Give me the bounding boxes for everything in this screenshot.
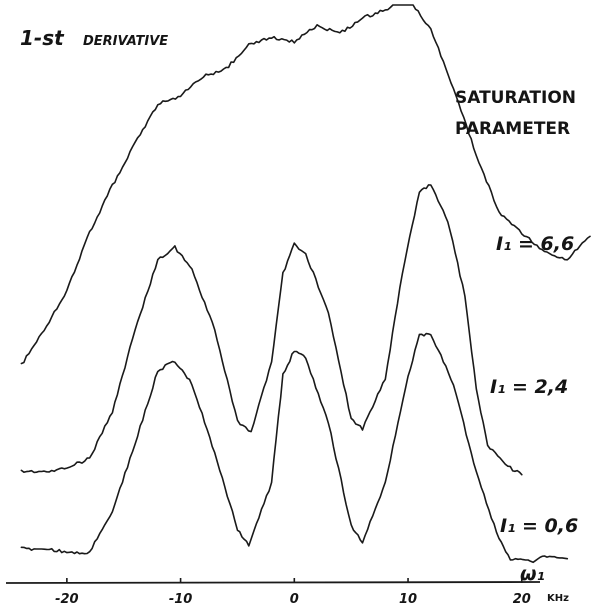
chart-title-suffix: DERIVATIVE <box>83 34 168 49</box>
legend-title-line-2: PARAMETER <box>455 119 570 139</box>
trace-high <box>20 4 591 365</box>
x-tick-label: 10 <box>399 592 417 607</box>
x-axis-unit: KHz <box>547 593 569 604</box>
x-tick-label: -10 <box>169 592 193 607</box>
x-axis-line <box>5 581 541 584</box>
trace-mid <box>20 184 523 476</box>
legend-title-line-1: SATURATION <box>455 88 576 108</box>
curve-label-high: I₁ = 6,6 <box>496 233 574 255</box>
curves <box>20 4 591 564</box>
chart-title: 1-st <box>20 26 65 50</box>
curve-label-low: I₁ = 0,6 <box>500 515 578 537</box>
x-tick-label: 20 <box>513 592 531 607</box>
curve-label-mid: I₁ = 2,4 <box>490 376 568 398</box>
x-axis-label: ω₁ <box>520 563 545 585</box>
x-tick-label: -20 <box>55 592 79 607</box>
x-tick-label: 0 <box>290 592 299 607</box>
x-axis: -20 -10 0 10 20 <box>5 578 541 607</box>
trace-low <box>20 332 569 564</box>
